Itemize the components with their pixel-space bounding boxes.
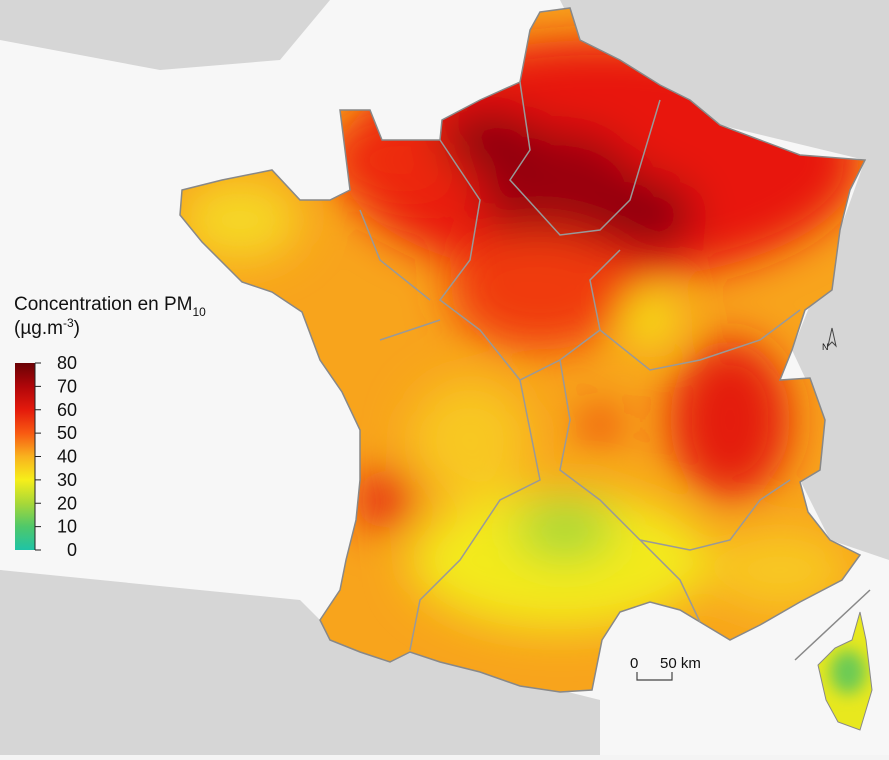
legend-tick-label: 60 <box>57 400 77 420</box>
legend-tick-label: 0 <box>67 540 77 560</box>
legend-unit-sup: -3 <box>63 316 74 330</box>
legend-title-text: Concentration en PM <box>14 294 193 315</box>
inset-divider <box>794 589 871 661</box>
north-label: N <box>822 342 829 352</box>
legend-unit-text: (µg.m <box>14 318 63 339</box>
legend-tick-label: 40 <box>57 447 77 467</box>
region-borders <box>359 81 801 651</box>
spain <box>0 570 600 755</box>
uk <box>0 0 330 70</box>
legend-ticks: 0 10 20 30 40 50 60 70 80 <box>34 353 77 560</box>
legend-title: Concentration en PM10 <box>14 294 206 319</box>
legend-title-sub: 10 <box>193 305 207 319</box>
north-arrow <box>827 327 837 348</box>
neighbor-land <box>560 0 889 560</box>
legend-unit: (µg.m-3) <box>14 316 80 339</box>
legend-tick-label: 80 <box>57 353 77 373</box>
legend-unit-close: ) <box>74 318 80 339</box>
colorbar <box>15 363 35 550</box>
legend-tick-label: 20 <box>57 493 77 513</box>
scale-start: 0 <box>630 655 638 672</box>
legend-tick-label: 50 <box>57 423 77 443</box>
legend-tick-label: 70 <box>57 376 77 396</box>
legend-tick-label: 10 <box>57 517 77 537</box>
legend-tick-label: 30 <box>57 470 77 490</box>
scale-end: 50 km <box>660 655 701 672</box>
scale-bar <box>636 672 673 681</box>
